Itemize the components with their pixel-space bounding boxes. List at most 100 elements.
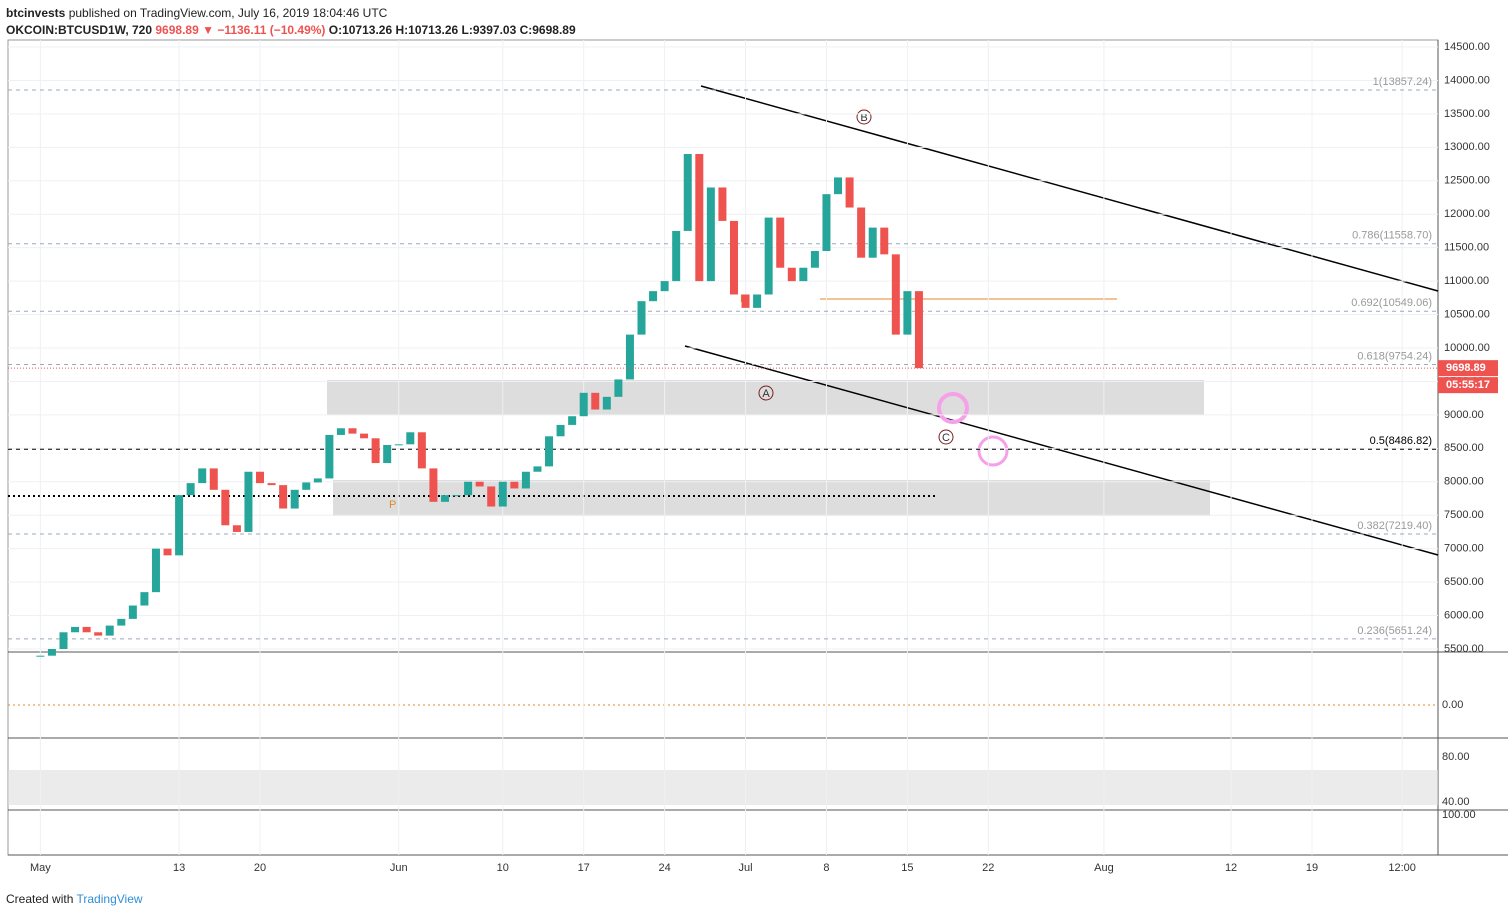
candle [799, 267, 808, 282]
y-tick-label: 11000.00 [1444, 275, 1489, 287]
y-tick-label: 12500.00 [1444, 175, 1490, 187]
footer: Created with TradingView [6, 892, 143, 906]
candle [452, 495, 461, 497]
candle [556, 424, 565, 437]
x-tick-label: 22 [982, 862, 994, 874]
y-tick-label: 13500.00 [1444, 108, 1490, 120]
x-tick-label: 12:00 [1388, 862, 1416, 874]
candle [810, 251, 819, 268]
candle [741, 294, 750, 308]
candle [729, 220, 738, 295]
candle [59, 632, 68, 649]
candle [822, 194, 831, 252]
candle [232, 525, 241, 532]
candle [290, 489, 299, 509]
candle [718, 187, 727, 221]
y-tick-label: 14500.00 [1444, 41, 1490, 53]
y-tick-label: 8500.00 [1444, 442, 1484, 454]
candle [429, 468, 438, 502]
candle [440, 495, 449, 502]
x-tick-label: 17 [578, 862, 590, 874]
annotation: A [762, 388, 770, 400]
candle [244, 471, 253, 532]
candle [602, 396, 611, 410]
y-tick-label: 6000.00 [1444, 609, 1484, 621]
pane-tick-label: 40.00 [1442, 796, 1470, 808]
y-tick-label: 7500.00 [1444, 509, 1484, 521]
x-tick-label: Jun [390, 862, 408, 874]
candle [105, 625, 114, 636]
candle [753, 294, 762, 308]
circle-marker [937, 392, 969, 424]
annotation: C [942, 432, 950, 444]
price-tag-label: 9698.89 [1446, 362, 1486, 374]
chart: A B C P P 0.00 80.00 40.00 100.00 5500.0… [7, 39, 1508, 874]
y-tick-label: 7000.00 [1444, 543, 1484, 555]
candle [649, 291, 658, 302]
annotation: B [860, 112, 867, 124]
grid [8, 40, 1438, 855]
ohlc: C:9698.89 [519, 23, 576, 37]
candle [394, 444, 403, 446]
candle [487, 486, 496, 507]
candle [672, 230, 681, 282]
candle [591, 392, 600, 410]
x-tick-label: 19 [1306, 862, 1318, 874]
x-tick-label: Jul [739, 862, 753, 874]
candle [256, 471, 265, 484]
frame [7, 39, 1439, 856]
candle [406, 432, 415, 445]
y-tick-label: 12000.00 [1444, 208, 1490, 220]
fib-label: 0.692(10549.06) [1351, 297, 1432, 309]
pivot-label: P [389, 499, 396, 511]
candle [475, 481, 484, 487]
candle [695, 154, 704, 282]
candle [383, 444, 392, 464]
pane-tick-label: 0.00 [1442, 699, 1463, 711]
rsi-band [8, 770, 1438, 805]
countdown: 05:55:17 [1446, 379, 1490, 391]
x-tick-label: Aug [1094, 862, 1114, 874]
x-tick-label: 12 [1225, 862, 1237, 874]
change: −1136.11 (−10.49%) [217, 23, 326, 37]
header-line: btcinvests published on TradingView.com,… [6, 6, 387, 20]
candle [568, 416, 577, 425]
candle [140, 592, 149, 606]
price-tag [1438, 360, 1498, 377]
candle [845, 177, 854, 208]
candle [545, 436, 554, 467]
ohlc: O:10713.26 [328, 23, 393, 37]
candle [47, 649, 56, 656]
candle [579, 392, 588, 417]
candle [94, 632, 103, 636]
candle [914, 291, 923, 369]
created: Created with [6, 892, 74, 906]
pane-tick-label: 80.00 [1442, 751, 1470, 763]
x-tick-label: 10 [497, 862, 509, 874]
wave-c: C [938, 429, 954, 445]
candle [302, 482, 311, 490]
wave-a: A [758, 385, 774, 401]
y-tick-label: 10500.00 [1444, 308, 1490, 320]
candle [764, 217, 773, 295]
candle [510, 481, 519, 489]
candle [117, 618, 126, 626]
candle [498, 481, 507, 507]
candle [163, 548, 172, 556]
y-tick-label: 6500.00 [1444, 576, 1484, 588]
y-tick-label: 5500.00 [1444, 643, 1484, 655]
y-tick-label: 8000.00 [1444, 476, 1484, 488]
fib-label: 0.5(8486.82) [1370, 435, 1432, 447]
candle [521, 471, 530, 489]
ohlc: L:9397.03 [461, 23, 517, 37]
candle [891, 254, 900, 335]
candle [186, 483, 195, 496]
fib-label: 0.786(11558.70) [1352, 230, 1432, 242]
candle [683, 154, 692, 231]
candle [313, 478, 322, 483]
candle [637, 301, 646, 335]
candle [868, 227, 877, 258]
candle [787, 267, 796, 282]
candle [71, 626, 80, 633]
candle [36, 655, 45, 657]
